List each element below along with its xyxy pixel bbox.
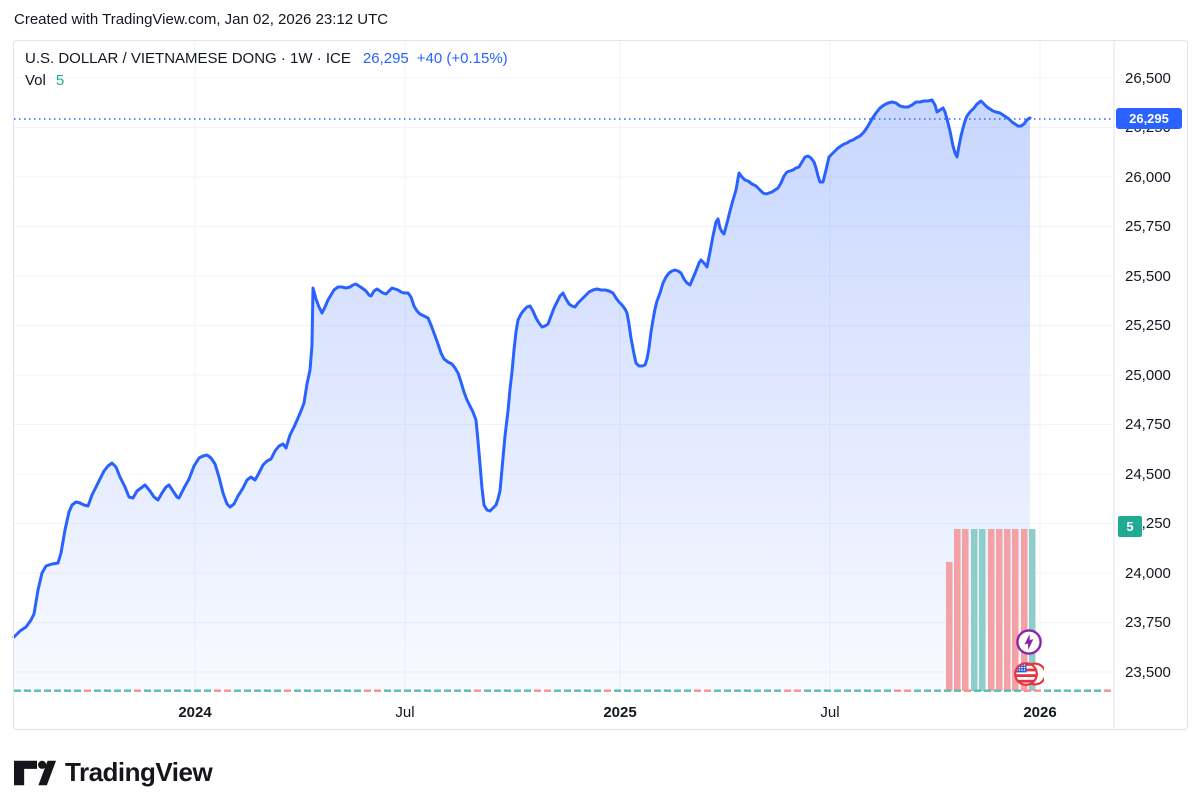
lightning-marker-icon[interactable]: [1015, 628, 1043, 661]
volume-value: 5: [55, 72, 65, 89]
price-axis-label: 25,000: [1125, 366, 1171, 384]
price-axis-label: 23,500: [1125, 663, 1171, 681]
time-axis-label: Jul: [395, 704, 415, 721]
price-axis-label: 24,000: [1125, 564, 1171, 582]
legend-last-price: 26,295: [362, 50, 409, 67]
price-axis-label: 24,750: [1125, 416, 1171, 433]
volume-badge: 5: [1118, 516, 1142, 537]
price-axis-label: 26,500: [1125, 69, 1171, 87]
time-axis-label: 2024: [178, 704, 212, 721]
price-axis-label: 25,750: [1125, 218, 1171, 235]
price-axis-label: 26,000: [1125, 168, 1171, 186]
time-axis-label: Jul: [820, 704, 840, 721]
tradingview-logo[interactable]: TradingView: [14, 757, 213, 788]
chart-legend: U.S. DOLLAR / VIETNAMESE DONG · 1W · ICE…: [25, 48, 508, 92]
symbol-title: U.S. DOLLAR / VIETNAMESE DONG · 1W · ICE: [25, 50, 351, 67]
time-axis-label: 2026: [1023, 704, 1057, 721]
last-price-badge: 26,295: [1116, 108, 1182, 129]
price-axis-label: 24,500: [1125, 465, 1171, 483]
tradingview-logo-glyph-icon: [14, 759, 56, 787]
volume-label: Vol: [25, 72, 46, 89]
price-axis-label: 25,500: [1125, 267, 1171, 285]
tradingview-logo-text: TradingView: [65, 757, 213, 787]
us-flag-marker-icon[interactable]: [1012, 660, 1047, 693]
time-axis-label: 2025: [603, 704, 637, 721]
legend-change: +40 (+0.15%): [416, 50, 508, 67]
attribution-text: Created with TradingView.com, Jan 02, 20…: [14, 11, 389, 28]
price-axis-label: 25,250: [1125, 317, 1171, 334]
price-axis-label: 23,750: [1125, 614, 1171, 631]
